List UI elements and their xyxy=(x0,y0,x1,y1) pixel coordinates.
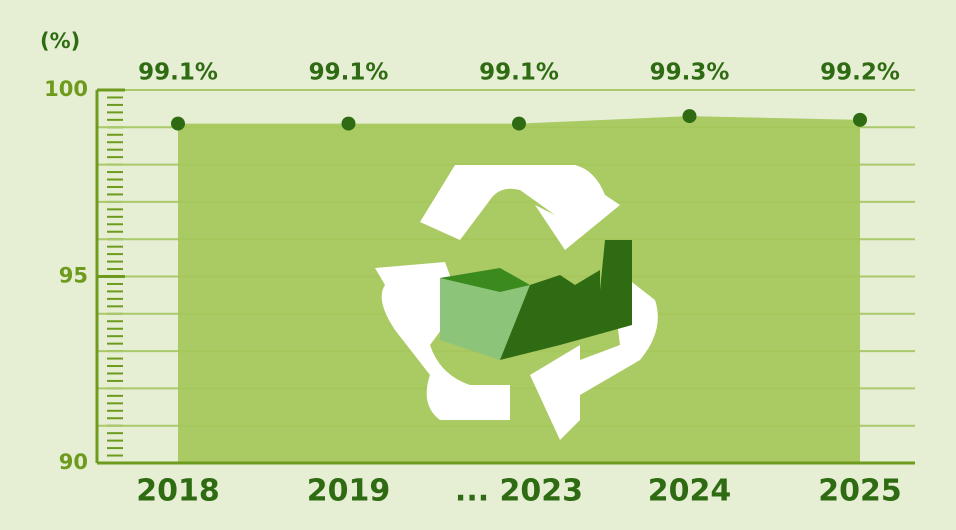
x-tick-label: ... 2023 xyxy=(455,474,583,509)
factory-wall xyxy=(500,240,632,360)
marker xyxy=(682,109,697,124)
factory-top xyxy=(440,268,530,292)
y-tick-label: 95 xyxy=(59,264,88,288)
recycle-arrow xyxy=(420,165,620,250)
marker xyxy=(512,116,526,131)
x-tick-label: 2025 xyxy=(818,474,902,509)
y-axis-label: (%) xyxy=(40,29,80,53)
y-tick-label: 100 xyxy=(44,77,88,101)
recycle-arrow xyxy=(375,262,510,420)
marker xyxy=(853,112,867,127)
value-label: 99.1% xyxy=(309,60,389,86)
marker xyxy=(341,116,356,131)
factory-roof xyxy=(440,268,530,360)
x-tick-label: 2018 xyxy=(136,474,220,509)
plot-front: (%) 90 95 100 99.1% 2018 99.1% 2019 99.1% ... 202… xyxy=(40,29,915,509)
x-tick-label: 2024 xyxy=(648,474,732,509)
value-label: 99.2% xyxy=(820,60,900,86)
marker xyxy=(171,116,185,131)
y-tick-label: 90 xyxy=(59,450,88,474)
value-label: 99.1% xyxy=(479,60,559,86)
x-tick-label: 2019 xyxy=(307,474,391,509)
value-label: 99.3% xyxy=(650,60,730,86)
value-label: 99.1% xyxy=(138,60,218,86)
recycle-icon xyxy=(375,165,658,440)
